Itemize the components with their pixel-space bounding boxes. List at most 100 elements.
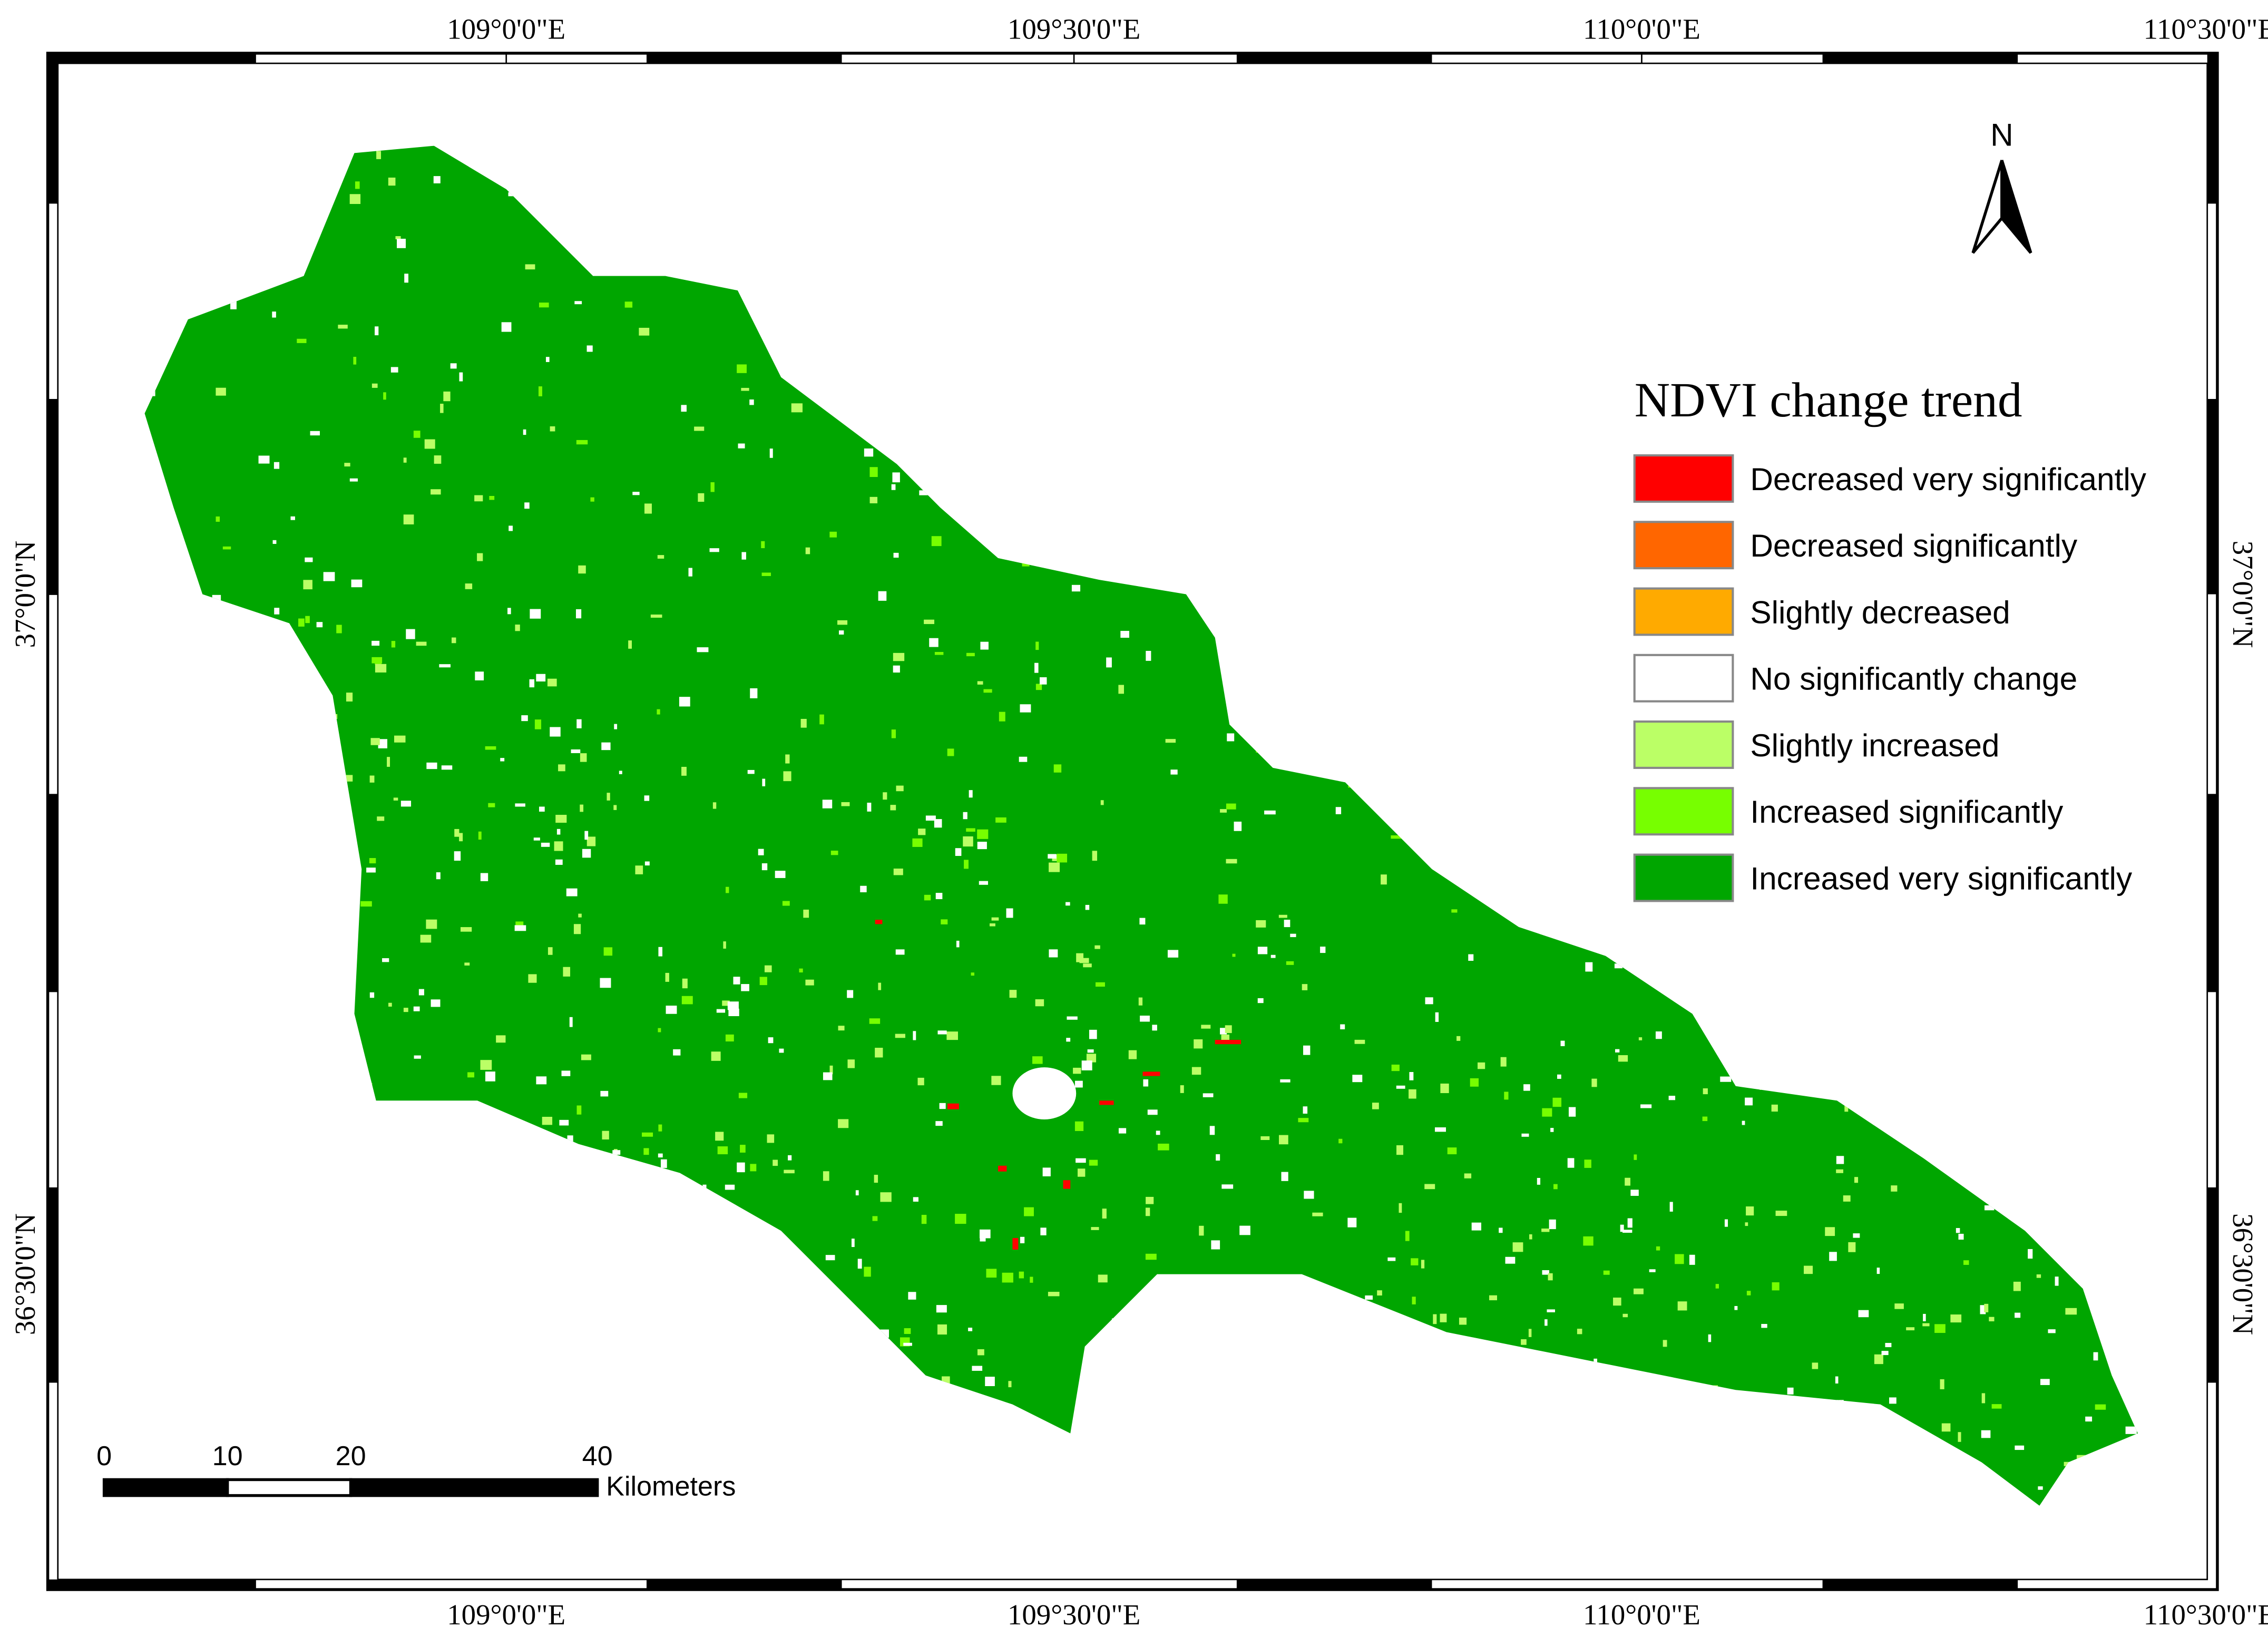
raster-cell <box>1470 1078 1479 1087</box>
raster-cell <box>578 565 586 574</box>
raster-cell <box>983 689 992 693</box>
raster-cell <box>1523 1084 1530 1091</box>
raster-cell <box>1098 1274 1108 1283</box>
raster-cell <box>1675 1254 1684 1264</box>
scale-segment <box>226 1478 353 1497</box>
raster-cell <box>1594 1358 1598 1363</box>
raster-cell <box>1409 1072 1414 1080</box>
raster-cell <box>1622 1230 1632 1233</box>
raster-cell <box>666 1006 677 1014</box>
raster-cell <box>1077 1168 1086 1177</box>
raster-cell <box>372 657 383 664</box>
raster-cell <box>1165 739 1176 743</box>
raster-cell <box>851 1239 855 1248</box>
raster-cell <box>1552 1097 1562 1107</box>
raster-cell <box>488 803 495 807</box>
raster-cell <box>896 785 904 792</box>
raster-cell <box>934 819 942 828</box>
raster-cell <box>941 919 948 924</box>
raster-cell <box>1226 803 1236 810</box>
raster-cell <box>433 176 441 183</box>
raster-cell <box>550 426 555 432</box>
raster-cell <box>955 1214 966 1224</box>
raster-cell <box>947 748 954 756</box>
raster-cell <box>1655 1031 1662 1039</box>
raster-cell <box>1829 1252 1837 1261</box>
raster-cell <box>530 609 541 619</box>
raster-cell <box>1656 1246 1660 1251</box>
raster-cell <box>1440 1083 1449 1094</box>
raster-cell <box>1677 1301 1687 1311</box>
raster-cell <box>1634 1288 1644 1294</box>
raster-cell <box>1459 1318 1467 1325</box>
scale-unit: Kilometers <box>606 1472 736 1502</box>
raster-cell <box>524 502 530 509</box>
raster-cell <box>509 525 513 531</box>
longitude-label: 109°30'0"E <box>1008 1599 1140 1631</box>
raster-cell <box>1505 1256 1516 1264</box>
raster-cell <box>1391 835 1402 839</box>
raster-cell <box>542 1116 553 1125</box>
raster-cell <box>969 790 973 798</box>
raster-cell <box>658 1124 662 1132</box>
raster-cell <box>360 901 372 907</box>
raster-cell <box>1549 1219 1556 1230</box>
raster-cell <box>1201 1025 1211 1029</box>
frame-stripe <box>1822 53 2018 64</box>
raster-cell <box>977 1349 984 1356</box>
raster-cell <box>1146 650 1151 661</box>
raster-cell <box>413 1006 420 1011</box>
raster-cell <box>400 801 412 807</box>
raster-cell <box>1521 1133 1529 1137</box>
raster-cell <box>1544 1319 1548 1326</box>
raster-cell <box>890 805 896 811</box>
raster-cell <box>869 496 878 503</box>
raster-cell <box>750 1164 757 1172</box>
raster-cell <box>741 984 749 991</box>
raster-cell <box>1874 1354 1883 1365</box>
raster-cell <box>919 490 929 495</box>
raster-cell <box>1020 1236 1025 1243</box>
raster-cell <box>838 1119 849 1128</box>
raster-cell <box>741 552 746 560</box>
raster-cell <box>545 357 550 362</box>
raster-cell <box>1708 1334 1712 1342</box>
raster-cell <box>1958 1432 1961 1442</box>
raster-cell <box>995 817 1006 823</box>
raster-cell <box>980 1229 991 1239</box>
raster-cell <box>1761 1324 1767 1328</box>
raster-cell <box>1225 1025 1232 1034</box>
raster-cell <box>576 719 582 728</box>
scale-segment <box>349 1478 599 1497</box>
raster-cell <box>931 536 942 547</box>
raster-cell <box>1138 997 1143 1006</box>
raster-cell <box>538 386 542 396</box>
raster-cell <box>1260 1136 1270 1140</box>
raster-cell <box>2125 1426 2137 1434</box>
raster-cell <box>1640 1104 1652 1108</box>
raster-cell <box>1312 1212 1323 1216</box>
longitude-label: 110°0'0"E <box>1583 13 1700 45</box>
raster-cell <box>539 303 549 308</box>
frame-stripe <box>2207 53 2217 204</box>
legend-label: Slightly decreased <box>1750 594 2010 630</box>
raster-cell <box>773 1159 778 1166</box>
raster-cell <box>829 531 837 538</box>
raster-cell <box>1804 1265 1813 1274</box>
raster-cell <box>1923 1313 1926 1321</box>
raster-cell <box>1239 1225 1250 1235</box>
raster-cell <box>924 894 931 901</box>
raster-cell <box>1489 1295 1498 1301</box>
frame-stripe <box>47 53 58 204</box>
raster-cell <box>414 1055 421 1059</box>
raster-cell <box>878 982 882 990</box>
raster-cell <box>377 816 385 821</box>
frame-stripe <box>1236 1579 1432 1590</box>
raster-cell <box>716 1009 726 1013</box>
raster-cell <box>989 923 995 927</box>
raster-cell <box>741 387 749 391</box>
raster-cell <box>1221 1034 1229 1041</box>
raster-cell <box>1218 894 1228 904</box>
raster-cell <box>2036 1274 2041 1278</box>
raster-cell <box>394 735 406 743</box>
